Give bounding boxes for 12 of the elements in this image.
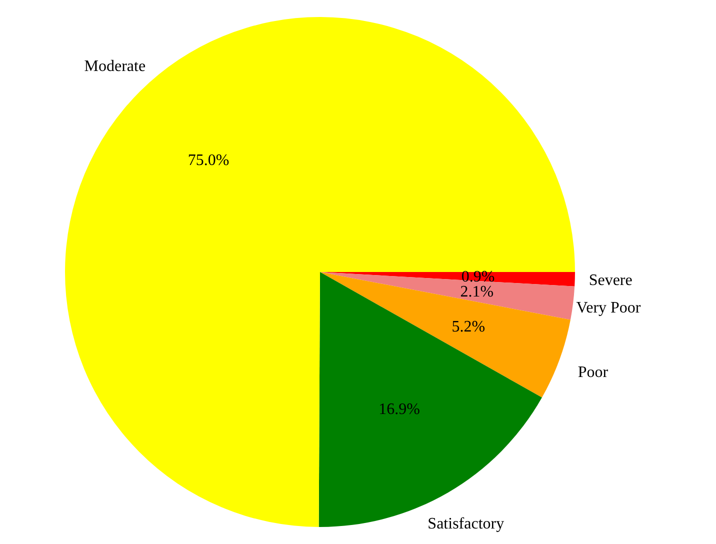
data-label: 0.9% [461,268,495,286]
pie-slice [320,272,575,320]
slice-label: Very Poor [576,299,642,316]
slice-label: Moderate [84,58,146,75]
slice-label: Poor [578,364,609,382]
data-label: 5.2% [452,318,486,336]
slice-label: Satisfactory [428,515,504,532]
data-label: 75.0% [188,152,230,169]
pie-slice [320,272,570,398]
slice-label: Severe [588,272,632,290]
data-label: 2.1% [460,283,494,300]
data-label: 16.9% [378,400,420,418]
